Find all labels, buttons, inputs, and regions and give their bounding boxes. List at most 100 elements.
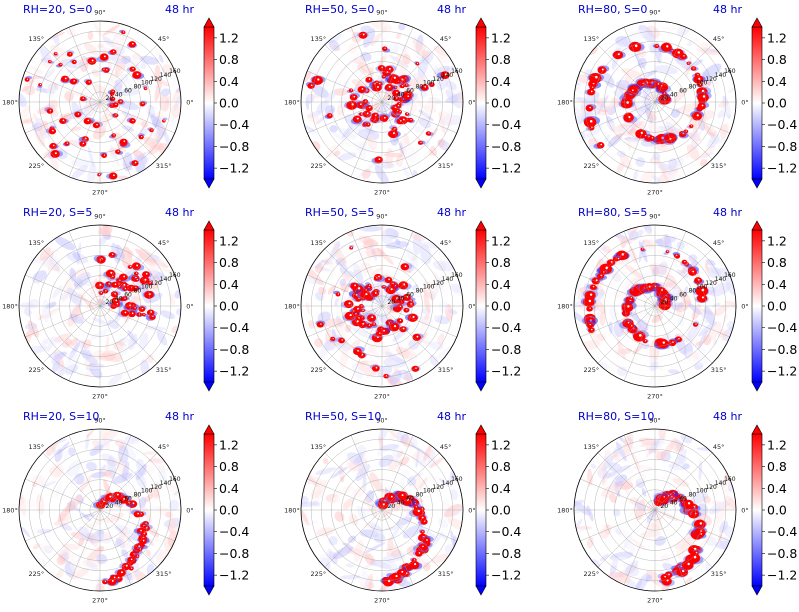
field-cell xyxy=(318,286,327,295)
field-cell xyxy=(644,229,652,236)
field-cell xyxy=(634,44,638,48)
angle-tick-label: 270° xyxy=(647,597,663,605)
colorbar-tick-label: −1.2 xyxy=(491,364,521,379)
field-cell xyxy=(402,293,412,301)
field-cell xyxy=(385,545,397,552)
field-cell xyxy=(87,119,90,122)
field-cell xyxy=(701,288,705,292)
colorbar-tick-label: 0.8 xyxy=(219,255,239,270)
field-cell xyxy=(625,539,636,553)
radial-spoke xyxy=(623,305,656,381)
field-cell xyxy=(389,281,396,287)
field-cell xyxy=(703,306,715,326)
radial-spoke xyxy=(25,274,101,307)
field-cell xyxy=(609,306,618,321)
panel-time-label: 48 hr xyxy=(437,410,466,423)
field-cell xyxy=(156,330,168,346)
field-cell xyxy=(724,300,736,309)
colorbar-extend-min xyxy=(203,381,215,392)
field-cell xyxy=(329,114,331,116)
field-cell xyxy=(656,451,667,461)
field-cell xyxy=(660,554,671,563)
field-cell xyxy=(119,138,128,146)
radial-spoke xyxy=(580,274,656,307)
angle-tick-label: 270° xyxy=(647,189,663,197)
field-cell xyxy=(60,75,70,83)
field-cell xyxy=(76,44,81,69)
radial-spoke xyxy=(42,452,101,511)
field-cell xyxy=(422,537,431,545)
field-cell xyxy=(66,460,82,477)
field-cell xyxy=(128,310,136,318)
angle-tick-label: 225° xyxy=(311,162,327,170)
colorbar-extend-min xyxy=(751,178,763,189)
angle-tick-label: 315° xyxy=(438,366,454,374)
field-cell xyxy=(388,67,391,70)
field-cell xyxy=(107,577,117,586)
field-cell xyxy=(377,450,383,457)
angle-tick-label: 270° xyxy=(374,189,390,197)
field-cell xyxy=(55,52,57,55)
field-cell xyxy=(340,575,361,580)
field-cell xyxy=(154,79,162,102)
field-cell xyxy=(163,120,165,122)
angle-tick-label: 45° xyxy=(713,443,725,451)
radial-spoke xyxy=(307,274,383,307)
field-cell xyxy=(658,83,665,89)
colorbar-tick-label: 1.2 xyxy=(491,30,511,45)
radial-spoke xyxy=(25,478,101,511)
field-cell xyxy=(172,84,181,103)
field-cell xyxy=(410,303,412,305)
radial-spoke xyxy=(99,509,175,542)
panel-time-label: 48 hr xyxy=(165,410,194,423)
angle-tick-label: 135° xyxy=(584,239,600,247)
field-cell xyxy=(676,103,698,114)
field-cell xyxy=(586,306,593,312)
field-cell xyxy=(592,333,606,342)
panel: 0°45°90°135°180°225°270°315°204060801001… xyxy=(2,206,249,401)
field-cell xyxy=(148,488,161,499)
panel-time-label: 48 hr xyxy=(437,3,466,16)
radial-spoke xyxy=(623,101,656,177)
field-cell xyxy=(326,113,333,119)
radial-spoke xyxy=(597,101,656,160)
panel-time-label: 48 hr xyxy=(437,206,466,219)
field-cell xyxy=(365,100,367,102)
field-cell xyxy=(413,559,416,561)
field-cell xyxy=(603,455,610,464)
field-cell xyxy=(401,470,410,479)
field-cell xyxy=(315,263,324,273)
field-cell xyxy=(420,141,422,143)
field-cell xyxy=(101,92,109,114)
field-cell xyxy=(409,560,420,570)
colorbar-tick-label: 0.0 xyxy=(219,503,239,518)
field-cell xyxy=(160,310,176,320)
field-cell xyxy=(92,317,109,326)
field-cell xyxy=(687,553,701,564)
radial-tick-label: 60 xyxy=(679,291,687,298)
field-cell xyxy=(153,278,165,286)
field-cell xyxy=(710,124,717,137)
field-cell xyxy=(356,320,359,323)
field-cell xyxy=(395,32,402,39)
colorbar-tick-label: 0.0 xyxy=(491,503,511,518)
field-cell xyxy=(307,82,315,89)
field-cell xyxy=(621,68,643,79)
polar-frame xyxy=(300,224,464,388)
field-cell xyxy=(39,83,42,86)
field-cell xyxy=(353,95,356,98)
radial-tick-label: 20 xyxy=(388,95,396,102)
field-cell xyxy=(422,531,424,533)
radial-tick-label: 40 xyxy=(670,295,678,302)
field-cell xyxy=(359,103,362,106)
field-cell xyxy=(651,175,663,183)
panel-title: RH=50, S=10 xyxy=(305,410,381,423)
angle-tick-label: 135° xyxy=(311,443,327,451)
field-cell xyxy=(146,354,154,364)
field-cell xyxy=(350,247,353,249)
angle-tick-label: 225° xyxy=(584,366,600,374)
colorbar-tick-label: 0.8 xyxy=(219,52,239,67)
radial-spoke xyxy=(42,305,101,364)
field-cell xyxy=(450,489,459,500)
